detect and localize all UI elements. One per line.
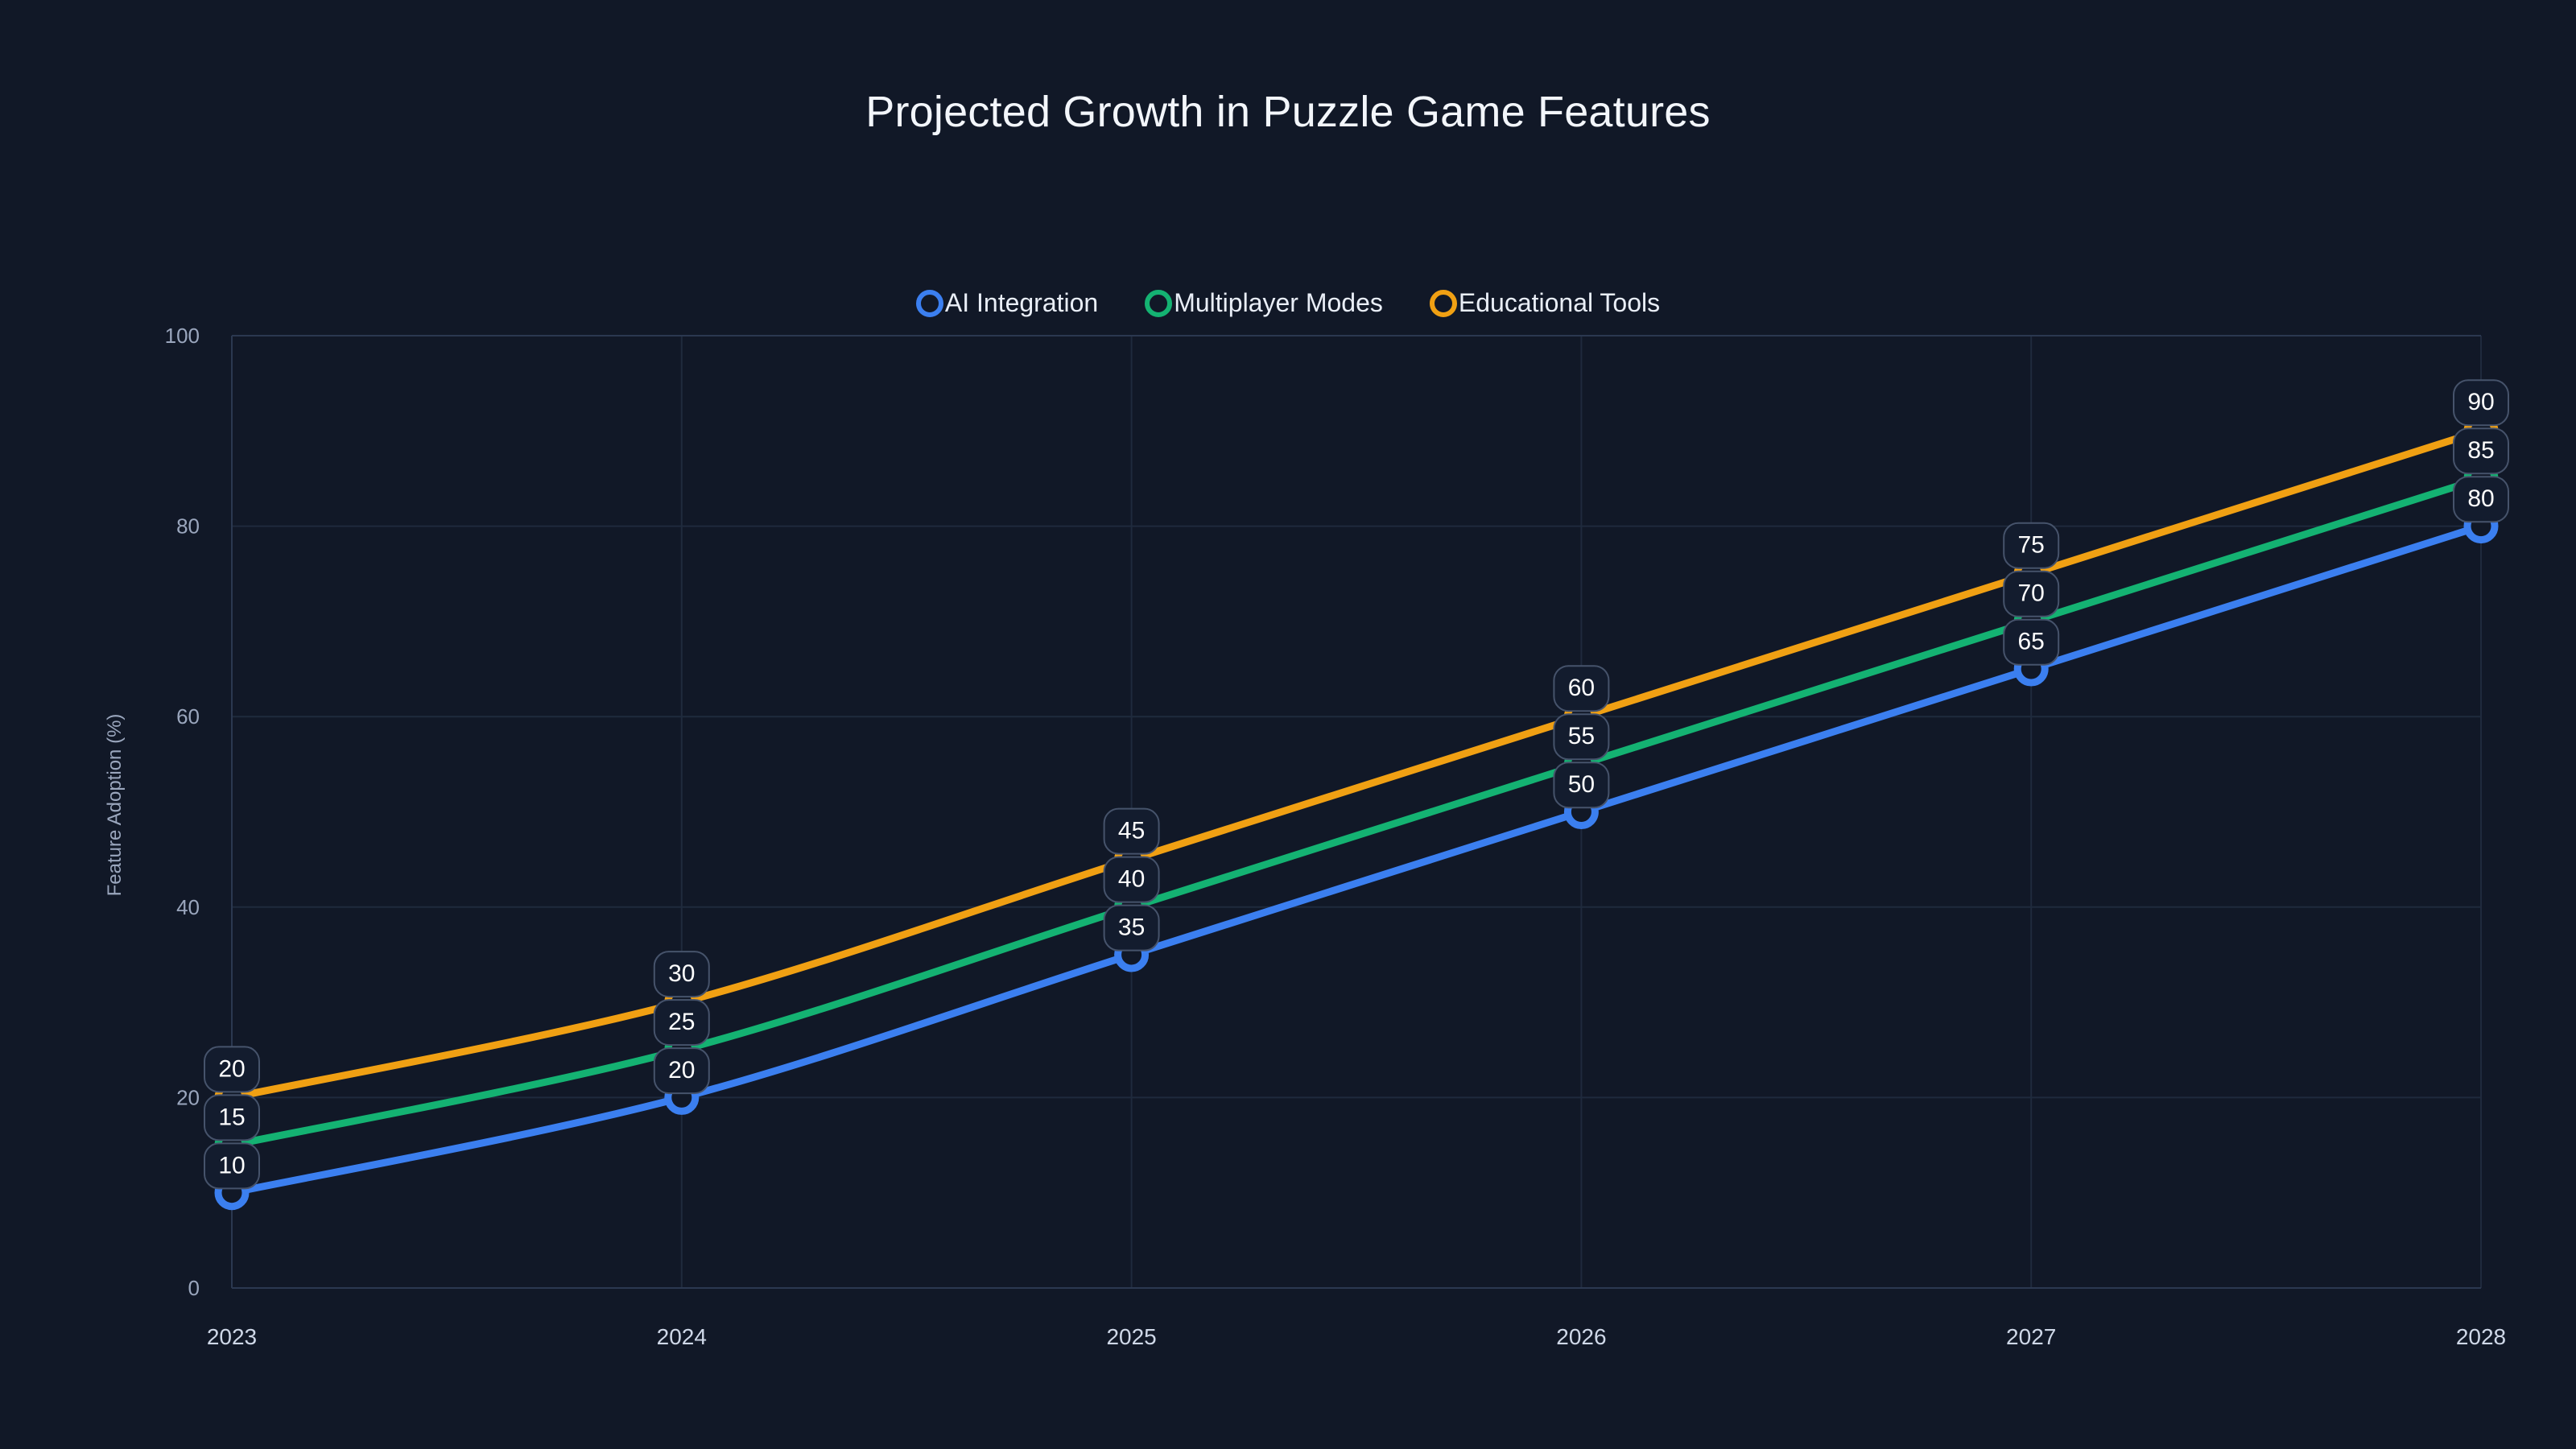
data-label-text: 20 xyxy=(668,1057,695,1084)
data-label: 40 xyxy=(1103,856,1160,903)
y-tick-label: 100 xyxy=(165,324,200,348)
data-label-box xyxy=(2003,570,2060,617)
data-label-box xyxy=(2453,476,2509,523)
data-label: 50 xyxy=(1553,762,1610,809)
x-tick-label: 2027 xyxy=(2006,1324,2056,1349)
legend-label: Educational Tools xyxy=(1458,288,1661,317)
y-tick-label: 0 xyxy=(188,1276,200,1300)
data-label: 55 xyxy=(1553,713,1610,761)
series-line xyxy=(228,427,2485,1101)
data-label-box xyxy=(2003,522,2060,569)
data-label-text: 45 xyxy=(1118,818,1145,844)
x-axis-ticks: 2023 2024 2025 2026 2027 2028 xyxy=(207,1324,2506,1349)
data-label: 10 xyxy=(204,1142,260,1190)
data-label-box xyxy=(1103,856,1160,903)
series-lines xyxy=(228,427,2485,1197)
data-label-text: 20 xyxy=(218,1055,245,1082)
plot-background xyxy=(232,336,2481,1288)
data-label-box xyxy=(1553,665,1610,712)
data-label-text: 70 xyxy=(2018,580,2045,607)
data-label-text: 75 xyxy=(2018,532,2045,559)
data-label-box xyxy=(653,1047,710,1095)
data-label: 65 xyxy=(2003,618,2060,666)
data-label-box xyxy=(653,951,710,998)
legend-label: AI Integration xyxy=(944,288,1099,317)
data-label-box xyxy=(2003,618,2060,666)
data-labels: 20 15 10 30 25 20 45 40 35 60 55 50 75 70 65 90 85 80 xyxy=(204,379,2509,1190)
circle-open-icon xyxy=(1429,289,1457,317)
x-tick-label: 2025 xyxy=(1106,1324,1156,1349)
legend-item-educational-tools[interactable]: Educational Tools xyxy=(1429,288,1661,318)
x-tick-label: 2023 xyxy=(207,1324,257,1349)
data-label: 80 xyxy=(2453,476,2509,523)
legend-item-multiplayer-modes[interactable]: Multiplayer Modes xyxy=(1145,288,1383,318)
data-label-text: 30 xyxy=(668,960,695,987)
chart-legend: AI Integration Multiplayer Modes Educati… xyxy=(0,288,2576,318)
data-label-text: 40 xyxy=(1118,866,1145,893)
data-label-box xyxy=(1103,807,1160,855)
data-label-text: 80 xyxy=(2467,485,2494,512)
data-label-text: 35 xyxy=(1118,914,1145,941)
data-label-box xyxy=(1103,904,1160,952)
data-label-text: 50 xyxy=(1568,771,1595,798)
data-label: 20 xyxy=(653,1047,710,1095)
data-label-text: 60 xyxy=(1568,675,1595,701)
data-label-text: 15 xyxy=(218,1104,245,1130)
series-line xyxy=(228,522,2485,1197)
data-label: 15 xyxy=(204,1094,260,1141)
x-tick-label: 2028 xyxy=(2456,1324,2506,1349)
y-tick-label: 40 xyxy=(176,895,200,919)
data-label-box xyxy=(204,1094,260,1141)
legend-label: Multiplayer Modes xyxy=(1174,288,1383,317)
data-label-box xyxy=(1553,762,1610,809)
legend-item-ai-integration[interactable]: AI Integration xyxy=(915,288,1099,318)
circle-open-icon xyxy=(915,289,943,317)
data-label: 30 xyxy=(653,951,710,998)
data-label-box xyxy=(2453,427,2509,475)
data-label: 70 xyxy=(2003,570,2060,617)
chart-title: Projected Growth in Puzzle Game Features xyxy=(865,88,1711,136)
y-tick-label: 20 xyxy=(176,1085,200,1109)
data-label: 45 xyxy=(1103,807,1160,855)
data-label: 75 xyxy=(2003,522,2060,569)
data-label: 25 xyxy=(653,999,710,1046)
data-label-text: 90 xyxy=(2467,389,2494,415)
data-label-box xyxy=(2453,379,2509,427)
data-label-text: 55 xyxy=(1568,723,1595,749)
data-label-text: 65 xyxy=(2018,629,2045,655)
y-tick-label: 60 xyxy=(176,704,200,729)
circle-open-icon xyxy=(1145,289,1173,317)
data-label-box xyxy=(204,1046,260,1093)
data-label: 90 xyxy=(2453,379,2509,427)
data-label: 85 xyxy=(2453,427,2509,475)
data-label: 20 xyxy=(204,1046,260,1093)
y-tick-label: 80 xyxy=(176,514,200,539)
data-label-text: 25 xyxy=(668,1009,695,1035)
x-tick-label: 2024 xyxy=(657,1324,707,1349)
data-label-box xyxy=(1553,713,1610,761)
y-axis-ticks: 0 20 40 60 80 100 xyxy=(165,324,200,1300)
data-label-text: 85 xyxy=(2467,437,2494,464)
y-axis-title: Feature Adoption (%) xyxy=(104,714,126,897)
data-label-box xyxy=(204,1142,260,1190)
data-label-text: 10 xyxy=(218,1152,245,1179)
data-label-box xyxy=(653,999,710,1046)
x-tick-label: 2026 xyxy=(1556,1324,1606,1349)
series-line xyxy=(228,474,2485,1150)
data-label: 60 xyxy=(1553,665,1610,712)
data-label: 35 xyxy=(1103,904,1160,952)
